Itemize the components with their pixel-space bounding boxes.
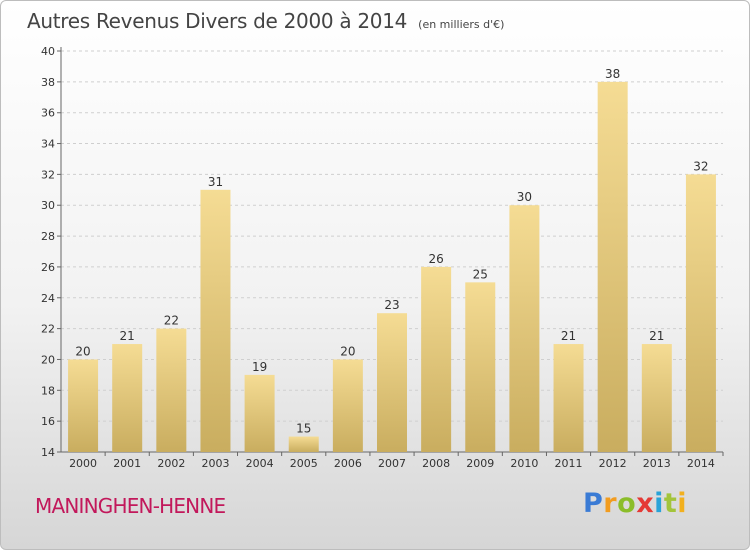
x-tick-label: 2008	[422, 457, 450, 470]
bar	[200, 189, 231, 453]
bar	[465, 282, 496, 452]
x-tick-label: 2002	[157, 457, 185, 470]
logo-letter: i	[654, 488, 664, 519]
y-tick-label: 36	[41, 107, 55, 120]
logo-letter: P	[583, 488, 604, 519]
bar	[332, 359, 363, 452]
data-label: 20	[75, 344, 90, 358]
y-tick-label: 34	[41, 138, 55, 151]
y-tick-label: 38	[41, 76, 55, 89]
data-label: 21	[649, 329, 664, 343]
y-tick-label: 32	[41, 168, 55, 181]
data-label: 32	[693, 159, 708, 173]
logo-letter: t	[663, 488, 678, 519]
bar	[377, 313, 407, 452]
x-tick-label: 2005	[290, 457, 318, 470]
x-tick-label: 2012	[599, 457, 627, 470]
y-tick-label: 22	[41, 323, 55, 336]
y-tick-label: 24	[41, 292, 55, 305]
bar	[421, 266, 452, 452]
x-tick-label: 2009	[466, 457, 494, 470]
x-tick-label: 2010	[510, 457, 538, 470]
data-label: 20	[340, 344, 355, 358]
title-row: Autres Revenus Divers de 2000 à 2014 (en…	[27, 9, 504, 33]
x-tick-label: 2011	[555, 457, 583, 470]
y-tick-label: 16	[41, 415, 55, 428]
y-tick-label: 28	[41, 230, 55, 243]
y-tick-label: 20	[41, 353, 55, 366]
bar	[685, 174, 716, 452]
bar	[641, 344, 672, 452]
x-tick-label: 2013	[643, 457, 671, 470]
labels: 14 16 18 20 22 24 26 28 30 32 34 36 38 40 20 2000 21 2001…	[41, 45, 715, 470]
logo-letter: i	[677, 488, 688, 519]
x-tick-label: 2001	[113, 457, 141, 470]
x-tick-label: 2006	[334, 457, 362, 470]
bar	[68, 359, 99, 452]
logo-letter: x	[636, 488, 655, 519]
y-tick-label: 40	[41, 45, 55, 58]
y-tick-label: 14	[41, 446, 55, 459]
proxiti-logo[interactable]: Proxiti	[583, 488, 687, 519]
y-tick-label: 30	[41, 199, 55, 212]
logo-letter: r	[603, 488, 618, 519]
x-tick-label: 2014	[687, 457, 715, 470]
data-label: 31	[208, 175, 223, 189]
bar	[288, 436, 319, 452]
x-tick-label: 2003	[201, 457, 229, 470]
data-label: 26	[428, 252, 443, 266]
commune-name: MANINGHEN-HENNE	[35, 494, 226, 518]
data-label: 25	[473, 267, 488, 281]
data-label: 21	[561, 329, 576, 343]
data-label: 38	[605, 67, 620, 81]
data-label: 23	[384, 298, 399, 312]
bar	[244, 374, 275, 452]
data-label: 30	[517, 190, 532, 204]
bar	[509, 205, 540, 452]
bar	[112, 344, 143, 452]
data-label: 19	[252, 360, 267, 374]
bar	[597, 81, 628, 452]
data-label: 22	[164, 314, 179, 328]
x-tick-label: 2007	[378, 457, 406, 470]
chart-title: Autres Revenus Divers de 2000 à 2014	[27, 9, 408, 33]
y-tick-label: 18	[41, 384, 55, 397]
bar	[156, 328, 187, 452]
data-label: 15	[296, 422, 311, 436]
bars	[68, 81, 716, 453]
x-tick-label: 2000	[69, 457, 97, 470]
bar	[553, 344, 584, 452]
chart-subtitle: (en milliers d'€)	[418, 18, 505, 31]
y-tick-label: 26	[41, 261, 55, 274]
logo-letter: o	[617, 488, 637, 519]
x-tick-label: 2004	[246, 457, 274, 470]
data-label: 21	[120, 329, 135, 343]
